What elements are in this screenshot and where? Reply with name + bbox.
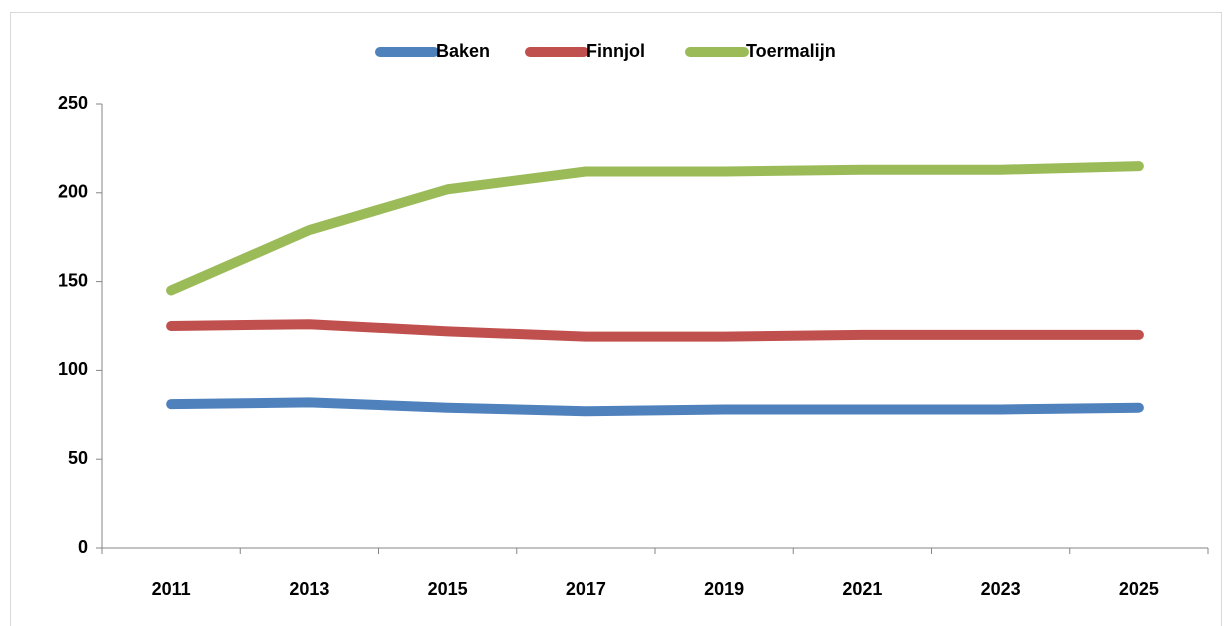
legend-label: Finnjol	[586, 41, 645, 61]
series-line	[166, 161, 1144, 296]
x-tick-label: 2025	[1119, 579, 1159, 599]
y-tick-label: 50	[68, 448, 88, 468]
x-tick-label: 2021	[842, 579, 882, 599]
x-tick-label: 2015	[428, 579, 468, 599]
x-tick-label: 2019	[704, 579, 744, 599]
legend-label: Toermalijn	[746, 41, 836, 61]
y-tick-label: 0	[78, 537, 88, 557]
legend-label: Baken	[436, 41, 490, 61]
y-tick-label: 150	[58, 270, 88, 290]
x-tick-label: 2013	[289, 579, 329, 599]
y-tick-label: 200	[58, 182, 88, 202]
y-tick-label: 100	[58, 359, 88, 379]
chart-frame	[10, 12, 1222, 626]
x-tick-label: 2011	[152, 579, 191, 599]
x-tick-label: 2017	[566, 579, 606, 599]
y-tick-label: 250	[58, 93, 88, 113]
series-line	[166, 319, 1144, 342]
x-tick-label: 2023	[981, 579, 1021, 599]
series-line	[166, 397, 1144, 417]
